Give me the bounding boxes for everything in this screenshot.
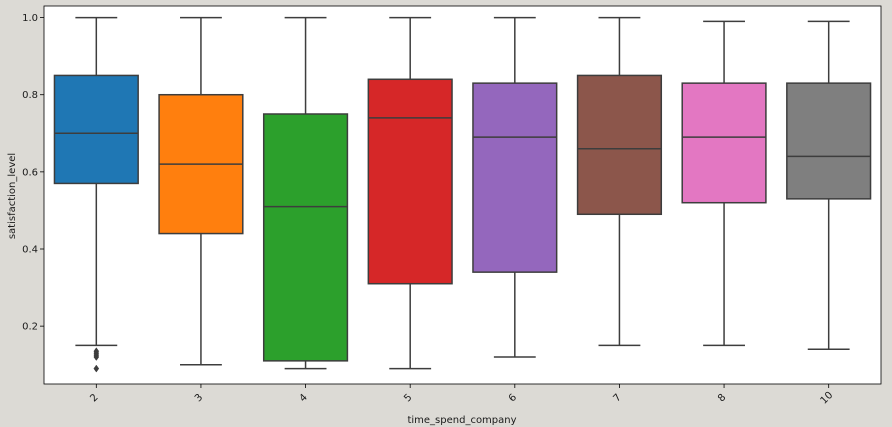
box-8 (681, 20, 767, 347)
x-tick-label: 4 (298, 392, 310, 404)
x-tick-label: 7 (612, 392, 624, 404)
x-tick-label: 5 (402, 392, 414, 404)
y-tick-label: 0.6 (22, 167, 38, 178)
box-6 (472, 16, 558, 358)
x-tick-label: 8 (716, 392, 728, 404)
iqr-box (53, 74, 139, 185)
box-2 (53, 16, 139, 373)
x-tick-label: 6 (507, 392, 519, 404)
boxes-group (53, 16, 872, 373)
y-tick-label: 1.0 (22, 13, 38, 24)
box-7 (576, 16, 663, 347)
iqr-box (472, 82, 558, 273)
box-5 (367, 16, 453, 370)
box-10 (786, 20, 872, 351)
x-tick-label: 2 (88, 392, 100, 404)
y-tick-label: 0.2 (22, 322, 38, 333)
x-tick-label: 10 (819, 390, 836, 407)
x-tick-label: 3 (193, 392, 205, 404)
x-axis-label: time_spend_company (407, 415, 516, 426)
y-tick-label: 0.4 (22, 245, 38, 256)
y-axis: 0.2 0.4 0.6 0.8 1.0 (22, 13, 44, 333)
iqr-box (262, 113, 349, 362)
y-tick-label: 0.8 (22, 90, 38, 101)
iqr-box (576, 74, 663, 216)
box-4 (262, 16, 349, 370)
box-3 (158, 16, 244, 366)
iqr-box (786, 82, 872, 200)
iqr-box (367, 78, 453, 285)
outlier-point (93, 347, 100, 356)
x-axis: 2 3 4 5 6 7 8 10 (88, 384, 835, 407)
outlier-point (93, 364, 100, 373)
iqr-box (681, 82, 767, 204)
y-axis-label: satisfaction_level (7, 153, 18, 239)
